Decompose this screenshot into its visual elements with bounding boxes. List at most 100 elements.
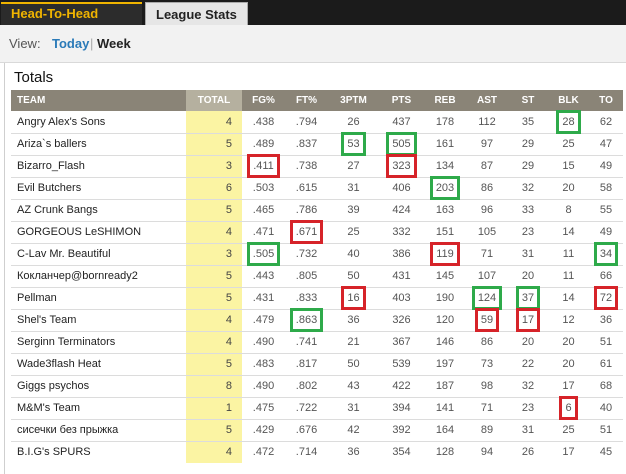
stat-value: 97 xyxy=(480,138,494,150)
view-label: View: xyxy=(9,36,41,51)
stat-cell-3ptm: 42 xyxy=(328,419,379,442)
stat-value: 4 xyxy=(225,336,232,348)
stat-cell-ft-: .837 xyxy=(285,133,328,156)
stat-cell-st: 37 xyxy=(508,286,548,310)
column-header-team[interactable]: TEAM xyxy=(11,90,186,111)
team-name[interactable]: GORGEOUS LeSHIMON xyxy=(11,221,186,244)
stat-value: 43 xyxy=(347,380,360,392)
stat-cell-pts: 424 xyxy=(379,199,424,222)
stat-value: 66 xyxy=(599,270,613,282)
stat-value: 394 xyxy=(392,402,411,414)
team-name[interactable]: Angry Alex's Sons xyxy=(11,111,186,134)
stat-value: 36 xyxy=(599,314,613,326)
stat-value: 437 xyxy=(392,115,411,128)
stat-value: .490 xyxy=(252,336,275,348)
team-name[interactable]: Giggs psychos xyxy=(11,375,186,398)
view-separator: | xyxy=(90,36,94,51)
stat-value: .837 xyxy=(295,138,318,150)
stat-value: .714 xyxy=(295,446,318,459)
highlighted-stat-red: 119 xyxy=(430,242,460,266)
team-name[interactable]: M&M's Team xyxy=(11,397,186,420)
team-name[interactable]: B.I.G's SPURS xyxy=(17,446,91,459)
stat-cell-ast: 107 xyxy=(466,265,508,288)
stat-cell-reb: 197 xyxy=(424,353,466,376)
view-bar: View: Today | Week xyxy=(0,25,626,63)
stat-cell-ft-: .802 xyxy=(285,375,328,398)
stat-cell-blk: 14 xyxy=(548,221,589,244)
column-header-to[interactable]: TO xyxy=(589,90,623,111)
table-row: M&M's Team 1 .475 .722 31 394 141 71 23 6 40 xyxy=(11,396,623,420)
column-header-ast[interactable]: AST xyxy=(466,90,508,111)
stat-value: .503 xyxy=(252,182,275,194)
team-name[interactable]: Wade3flash Heat xyxy=(11,353,186,376)
stat-value: 151 xyxy=(435,226,455,238)
stat-value: 40 xyxy=(347,248,360,260)
stat-cell-pts: 326 xyxy=(379,309,424,332)
column-header-reb[interactable]: REB xyxy=(424,90,466,111)
stat-cell-reb: 141 xyxy=(424,397,466,420)
stat-cell-total: 4 xyxy=(186,309,242,332)
team-name[interactable]: Evil Butchers xyxy=(11,177,186,200)
stat-value: .738 xyxy=(295,160,318,172)
stat-cell-blk: 20 xyxy=(548,353,589,376)
column-header-blk[interactable]: BLK xyxy=(548,90,589,111)
column-header-fg-[interactable]: FG% xyxy=(242,90,285,111)
stat-value: 190 xyxy=(435,292,455,304)
stat-value: 26 xyxy=(347,115,360,128)
stat-cell-ft-: .732 xyxy=(285,243,328,266)
stat-value: 25 xyxy=(562,424,575,436)
table-row: AZ Crunk Bangs 5 .465 .786 39 424 163 96 33 8 55 xyxy=(11,199,623,222)
stat-value: 1 xyxy=(225,402,232,414)
column-header-st[interactable]: ST xyxy=(508,90,548,111)
stat-cell-reb: 128 xyxy=(424,441,466,463)
stat-cell-3ptm: 26 xyxy=(328,111,379,134)
column-header-pts[interactable]: PTS xyxy=(379,90,424,111)
stat-value: 73 xyxy=(480,358,494,370)
stat-cell-reb: 145 xyxy=(424,265,466,288)
stat-cell-fg-: .443 xyxy=(242,265,285,288)
column-header-ft-[interactable]: FT% xyxy=(285,90,328,111)
stat-value: 23 xyxy=(521,402,535,414)
stat-value: 21 xyxy=(347,336,360,348)
stat-cell-blk: 15 xyxy=(548,155,589,178)
highlighted-stat-green: 505 xyxy=(386,132,418,156)
tab-league-stats[interactable]: League Stats xyxy=(145,2,248,25)
team-name[interactable]: Serginn Terminators xyxy=(11,331,186,354)
stat-cell-ast: 86 xyxy=(466,331,508,354)
column-header-3ptm[interactable]: 3PTM xyxy=(328,90,379,111)
stat-value: 51 xyxy=(599,336,613,348)
stat-cell-st: 22 xyxy=(508,353,548,376)
stat-cell-blk: 8 xyxy=(548,199,589,222)
stat-value: 15 xyxy=(562,160,575,172)
stat-cell-fg-: .475 xyxy=(242,397,285,420)
highlighted-stat-red: 59 xyxy=(474,308,500,332)
team-name[interactable]: сисечки без прыжка xyxy=(11,419,186,442)
stat-value: .471 xyxy=(252,226,275,238)
column-header-total[interactable]: TOTAL xyxy=(186,90,242,111)
team-name[interactable]: Ariza`s ballers xyxy=(11,133,186,156)
stat-cell-3ptm: 53 xyxy=(328,132,379,156)
stat-cell-st: 35 xyxy=(508,111,548,134)
stat-value: .741 xyxy=(295,336,318,348)
stat-value: 5 xyxy=(225,292,232,304)
team-name[interactable]: Bizarro_Flash xyxy=(11,155,186,178)
stat-value: 406 xyxy=(392,182,411,194)
stat-cell-fg-: .471 xyxy=(242,221,285,244)
stat-value: 14 xyxy=(562,292,575,304)
stat-value: 141 xyxy=(435,402,455,414)
team-name[interactable]: AZ Crunk Bangs xyxy=(11,199,186,222)
view-today-link[interactable]: Today xyxy=(52,36,90,51)
team-name[interactable]: Pellman xyxy=(11,287,186,310)
stat-cell-fg-: .438 xyxy=(242,111,285,134)
stat-cell-ast: 87 xyxy=(466,155,508,178)
team-name[interactable]: Кокланчер@bornready2 xyxy=(11,265,186,288)
tab-head-to-head-stats[interactable]: Head-To-Head Stats xyxy=(1,2,142,41)
stat-cell-ast: 97 xyxy=(466,133,508,156)
stat-cell-reb: 151 xyxy=(424,221,466,244)
stat-cell-total: 5 xyxy=(186,287,242,310)
stat-cell-ast: 96 xyxy=(466,199,508,222)
stat-cell-reb: 161 xyxy=(424,133,466,156)
team-name[interactable]: C-Lav Mr. Beautiful xyxy=(11,243,186,266)
team-name[interactable]: Shel's Team xyxy=(11,309,186,332)
view-week-link[interactable]: Week xyxy=(97,36,131,51)
